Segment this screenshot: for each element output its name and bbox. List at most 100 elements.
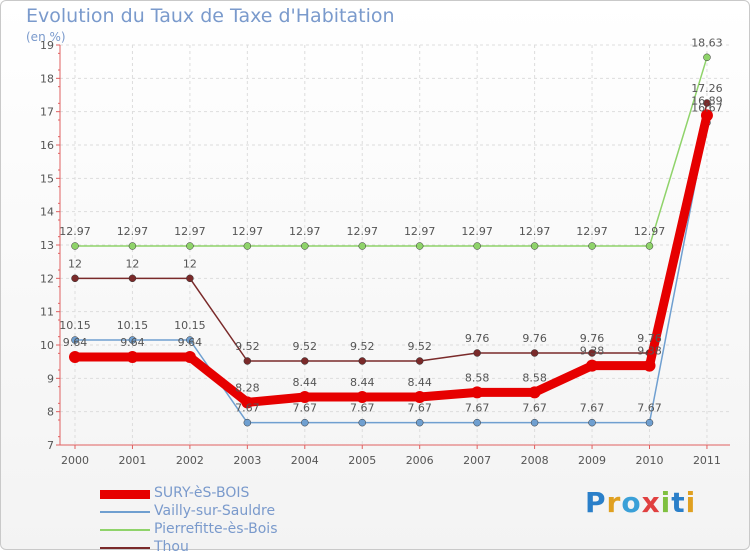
y-tick-label: 18 bbox=[40, 72, 54, 85]
data-label: 12.97 bbox=[347, 225, 379, 238]
data-label: 7.67 bbox=[350, 402, 375, 415]
data-label: 12 bbox=[125, 257, 139, 270]
data-label: 12.97 bbox=[174, 225, 206, 238]
legend-label: Vailly-sur-Sauldre bbox=[154, 503, 276, 519]
data-label: 8.44 bbox=[350, 376, 375, 389]
data-label: 8.58 bbox=[522, 371, 547, 384]
data-point bbox=[471, 386, 484, 399]
x-tick-label: 2001 bbox=[118, 454, 146, 467]
data-point bbox=[358, 357, 366, 365]
y-tick-label: 13 bbox=[40, 239, 54, 252]
data-label: 17.26 bbox=[691, 82, 723, 95]
legend-swatch bbox=[100, 489, 150, 499]
y-tick-label: 16 bbox=[40, 139, 54, 152]
data-label: 9.76 bbox=[465, 332, 490, 345]
proxiti-logo: Proxiti bbox=[585, 486, 697, 519]
x-tick-label: 2010 bbox=[636, 454, 664, 467]
data-label: 9.76 bbox=[522, 332, 547, 345]
data-label: 12.97 bbox=[576, 225, 608, 238]
data-point bbox=[530, 242, 539, 250]
data-point bbox=[358, 242, 366, 250]
x-tick-label: 2008 bbox=[521, 454, 549, 467]
data-point bbox=[186, 242, 194, 250]
data-point bbox=[703, 53, 711, 62]
data-point bbox=[186, 336, 194, 344]
data-point bbox=[703, 99, 711, 107]
data-point bbox=[530, 349, 539, 357]
data-label: 12 bbox=[183, 257, 197, 270]
legend-swatch bbox=[100, 547, 150, 549]
data-label: 16.89 bbox=[691, 94, 723, 107]
x-tick-label: 2004 bbox=[291, 454, 319, 467]
chart-title: Evolution du Taux de Taxe d'Habitation bbox=[26, 5, 395, 27]
data-label: 18.63 bbox=[691, 36, 723, 49]
data-point bbox=[183, 351, 196, 363]
y-tick-label: 19 bbox=[40, 39, 54, 52]
data-label: 9.52 bbox=[293, 340, 318, 353]
data-point bbox=[415, 418, 424, 427]
data-point bbox=[473, 418, 481, 427]
legend-label: Thou bbox=[154, 539, 189, 555]
data-point bbox=[415, 357, 424, 365]
data-point bbox=[413, 391, 426, 403]
data-point bbox=[700, 109, 713, 122]
series-line-3 bbox=[74, 102, 708, 362]
data-label: 16.67 bbox=[691, 102, 723, 115]
data-point bbox=[71, 242, 79, 250]
series-line-2 bbox=[74, 56, 708, 247]
y-tick-label: 15 bbox=[40, 172, 54, 185]
data-label: 12 bbox=[68, 257, 82, 270]
data-point bbox=[358, 418, 366, 427]
data-label: 9.64 bbox=[120, 336, 145, 349]
data-point bbox=[243, 357, 252, 365]
x-tick-label: 2011 bbox=[693, 454, 721, 467]
data-point bbox=[530, 418, 539, 427]
legend-swatch bbox=[100, 511, 150, 513]
data-point bbox=[643, 359, 656, 372]
data-label: 9.76 bbox=[580, 332, 605, 345]
data-label: 12.97 bbox=[634, 225, 666, 238]
data-label: 12.97 bbox=[59, 225, 91, 238]
data-point bbox=[586, 359, 599, 372]
legend-label: Pierrefitte-ès-Bois bbox=[154, 521, 278, 537]
data-label: 9.38 bbox=[580, 345, 605, 358]
data-point bbox=[128, 336, 137, 344]
series-line-1 bbox=[74, 121, 708, 424]
data-label: 9.52 bbox=[407, 340, 432, 353]
data-label: 7.67 bbox=[580, 402, 605, 415]
data-point bbox=[415, 242, 424, 250]
x-tick-label: 2007 bbox=[463, 454, 491, 467]
data-label: 8.28 bbox=[235, 381, 260, 394]
data-label: 9.76 bbox=[637, 332, 662, 345]
data-label: 7.67 bbox=[235, 402, 260, 415]
y-tick-label: 11 bbox=[40, 306, 54, 319]
data-point bbox=[301, 357, 309, 365]
data-point bbox=[243, 242, 252, 250]
data-label: 9.64 bbox=[63, 336, 88, 349]
x-tick-label: 2000 bbox=[61, 454, 89, 467]
data-label: 8.58 bbox=[465, 371, 490, 384]
data-label: 10.15 bbox=[117, 319, 149, 332]
data-point bbox=[473, 349, 481, 357]
data-point bbox=[588, 242, 596, 250]
data-point bbox=[645, 418, 654, 427]
chart-unit: (en %) bbox=[26, 30, 66, 44]
data-point bbox=[243, 418, 252, 427]
data-label: 8.44 bbox=[293, 376, 318, 389]
data-label: 7.67 bbox=[637, 402, 662, 415]
data-point bbox=[473, 242, 481, 250]
data-label: 8.44 bbox=[407, 376, 432, 389]
data-point bbox=[298, 391, 311, 403]
data-label: 10.15 bbox=[174, 319, 206, 332]
data-point bbox=[528, 386, 541, 399]
data-label: 12.97 bbox=[117, 225, 149, 238]
y-tick-label: 10 bbox=[40, 339, 54, 352]
data-label: 12.97 bbox=[461, 225, 493, 238]
series-line-0 bbox=[70, 110, 712, 407]
data-label: 7.67 bbox=[293, 402, 318, 415]
data-label: 12.97 bbox=[519, 225, 551, 238]
x-tick-label: 2005 bbox=[348, 454, 376, 467]
data-point bbox=[588, 349, 596, 357]
y-tick-label: 14 bbox=[40, 206, 54, 219]
